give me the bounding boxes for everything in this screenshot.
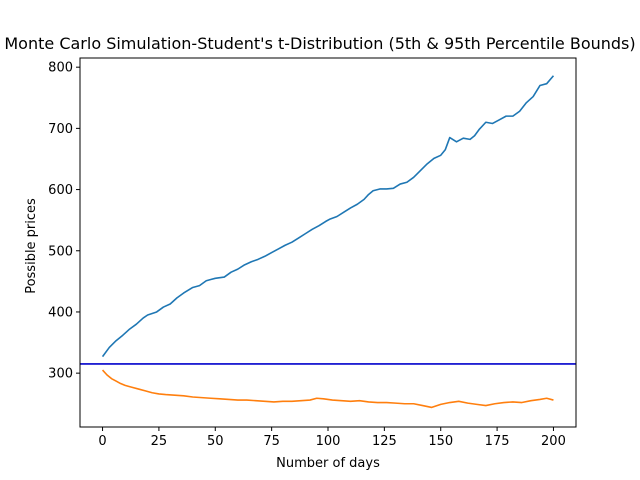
y-tick-label: 500 — [48, 244, 73, 259]
y-tick-label: 700 — [48, 122, 73, 137]
x-tick-label: 50 — [207, 434, 224, 449]
y-tick-label: 600 — [48, 183, 73, 198]
series-line-2 — [101, 369, 554, 409]
y-tick-label: 800 — [48, 61, 73, 76]
y-axis: 300 400 500 600 700 800 — [48, 61, 80, 382]
x-tick-label: 125 — [372, 434, 397, 449]
x-tick-label: 175 — [485, 434, 510, 449]
plot-area — [80, 75, 576, 409]
y-tick-label: 400 — [48, 305, 73, 320]
series-line-1 — [101, 75, 555, 358]
x-tick-label: 25 — [151, 434, 168, 449]
x-tick-label: 150 — [428, 434, 453, 449]
y-tick-label: 300 — [48, 367, 73, 382]
chart-title: Monte Carlo Simulation-Student's t-Distr… — [4, 34, 635, 53]
x-axis-label: Number of days — [276, 456, 380, 471]
x-tick-label: 100 — [316, 434, 341, 449]
x-tick-label: 0 — [98, 434, 106, 449]
x-tick-label: 75 — [263, 434, 280, 449]
y-axis-label: Possible prices — [24, 198, 39, 294]
x-tick-label: 200 — [541, 434, 566, 449]
x-axis: 0 25 50 75 100 125 150 175 200 — [98, 427, 566, 449]
